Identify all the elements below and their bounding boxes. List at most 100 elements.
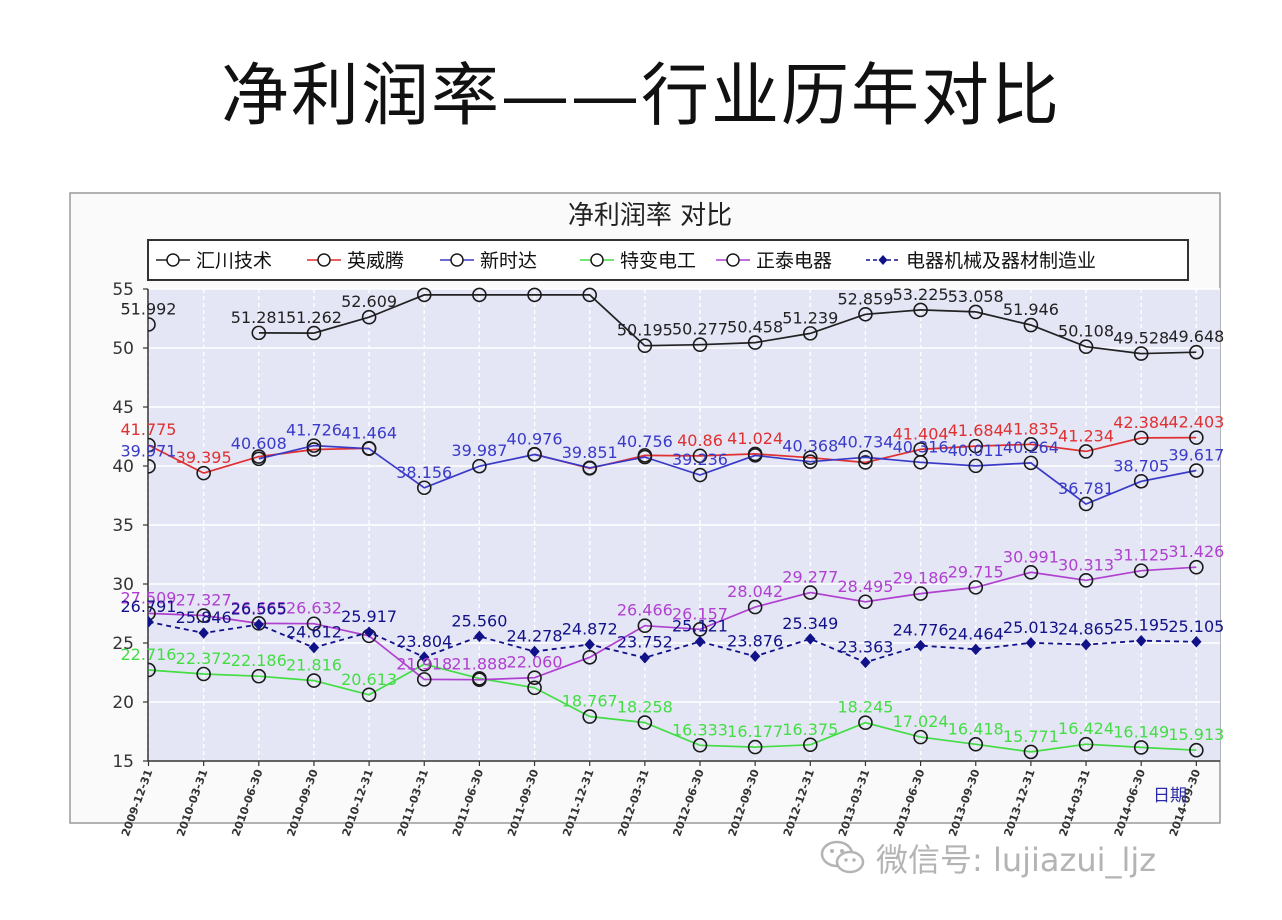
slide-title: 净利润率——行业历年对比 (220, 57, 1061, 136)
series-5-point (694, 635, 706, 648)
series-5-data-label: 23.363 (837, 637, 893, 656)
grid (148, 288, 1220, 761)
series-0-point (1023, 317, 1039, 333)
series-4-data-label: 21.918 (396, 654, 452, 673)
series-2-data-label: 40.756 (617, 432, 673, 451)
series-5-data-label: 24.776 (893, 621, 949, 640)
series-4-data-label: 26.632 (286, 599, 342, 618)
series-1-data-label: 41.835 (1003, 419, 1059, 438)
series-3-data-label: 18.245 (837, 698, 893, 717)
y-tick-label: 30 (112, 575, 134, 595)
series-0-point (1189, 344, 1204, 360)
series-3-data-label: 21.816 (286, 656, 342, 675)
wechat-icon (820, 840, 865, 874)
series-3-point (858, 715, 873, 731)
series-3-point (968, 736, 984, 752)
series-4-data-label: 30.313 (1058, 555, 1114, 574)
series-3-data-label: 16.424 (1058, 719, 1114, 738)
series-3-data-label: 18.258 (617, 698, 673, 717)
series-2-point (1133, 473, 1149, 489)
series-3-data-label: 18.767 (562, 692, 618, 711)
y-tick-label: 25 (112, 634, 134, 654)
legend-label: 汇川技术 (196, 250, 272, 272)
series-3-point (692, 737, 708, 753)
series-4-point (637, 618, 653, 634)
series-4-point (582, 649, 598, 665)
y-tick-label: 35 (112, 516, 134, 536)
series-3-point (148, 662, 156, 678)
legend-item: 汇川技术 (156, 250, 272, 272)
series-2-point (416, 480, 432, 496)
series-0-point (1078, 339, 1094, 355)
series-4-point (1023, 565, 1039, 580)
series-4-point (1189, 559, 1204, 575)
series-3-data-label: 17.024 (893, 712, 949, 731)
series-2-point (251, 451, 267, 467)
series-4-data-label: 22.060 (507, 653, 563, 672)
series-5-point (148, 616, 154, 628)
series-5-point (1191, 636, 1202, 648)
series-3-point (527, 680, 542, 696)
series-5-point (1080, 638, 1092, 651)
series-0-data-label: 50.277 (672, 320, 728, 339)
series-4-point (747, 599, 763, 615)
series-1-point (306, 442, 322, 457)
series-4-data-label: 29.277 (782, 568, 838, 587)
series-5-point (749, 650, 761, 663)
series-1-data-label: 41.404 (893, 424, 949, 443)
series-2-point (858, 450, 873, 465)
y-tick-label: 20 (112, 693, 134, 713)
series-1-point (858, 455, 873, 470)
series-0-point (858, 306, 873, 322)
series-2-data-label: 39.971 (121, 441, 177, 460)
legend-label: 新时达 (480, 250, 537, 272)
series-5-data-label: 26.565 (231, 600, 287, 619)
series-3-data-label: 16.177 (727, 722, 783, 741)
series-0-point (802, 326, 818, 341)
series-2-data-label: 40.368 (782, 437, 838, 456)
legend-swatch-marker (317, 253, 331, 267)
watermark-text: 微信号: lujiazui_ljz (876, 841, 1157, 879)
series-5-data-label: 25.013 (1003, 618, 1059, 637)
legend-swatch-marker (166, 253, 180, 267)
series-2-data-label: 40.011 (948, 441, 1004, 460)
series-2-point (913, 454, 928, 470)
series-2-data-label: 36.781 (1058, 479, 1114, 498)
series-5-point (419, 651, 430, 663)
series-4-data-label: 31.125 (1113, 546, 1169, 565)
series-0-data-label: 52.609 (341, 292, 397, 311)
series-5-data-label: 25.349 (782, 614, 838, 633)
series-5-point (363, 626, 375, 638)
series-2-point (527, 447, 542, 462)
series-3-point (361, 687, 377, 703)
series-2-data-label: 40.264 (1003, 438, 1059, 457)
series-1-point (692, 448, 708, 464)
series-2-point (306, 438, 322, 453)
legend-label: 英威腾 (347, 250, 404, 272)
series-3-data-label: 16.149 (1113, 722, 1169, 741)
series-2-data-label: 39.617 (1168, 446, 1224, 465)
series-2-data-label: 39.987 (451, 441, 507, 460)
series-3-data-label: 16.418 (948, 719, 1004, 738)
series-1-data-label: 39.395 (176, 448, 232, 467)
series-5-data-label: 24.464 (948, 624, 1004, 643)
series-3-point (1023, 744, 1039, 760)
series-5-point (474, 630, 485, 643)
series-2-data-label: 40.976 (507, 429, 563, 448)
series-1-data-label: 40.86 (677, 431, 723, 450)
y-tick-label: 40 (112, 457, 134, 477)
series-0-data-label: 49.648 (1168, 327, 1224, 346)
series-2-data-label: 40.316 (893, 437, 949, 456)
series-0-point (582, 287, 598, 303)
series-0-data-label: 50.108 (1058, 322, 1114, 341)
series-4-point (913, 586, 928, 601)
series-3-point (913, 729, 928, 745)
series-4-data-label: 29.186 (893, 569, 949, 588)
legend-item: 电器机械及器材制造业 (866, 250, 1096, 272)
series-5-data-label: 24.612 (286, 623, 342, 642)
series-0-data-label: 51.946 (1003, 300, 1059, 319)
series-4-data-label: 30.991 (1003, 547, 1059, 566)
series-2-data-label: 41.726 (286, 421, 342, 440)
series-5-data-label: 25.917 (341, 607, 397, 626)
